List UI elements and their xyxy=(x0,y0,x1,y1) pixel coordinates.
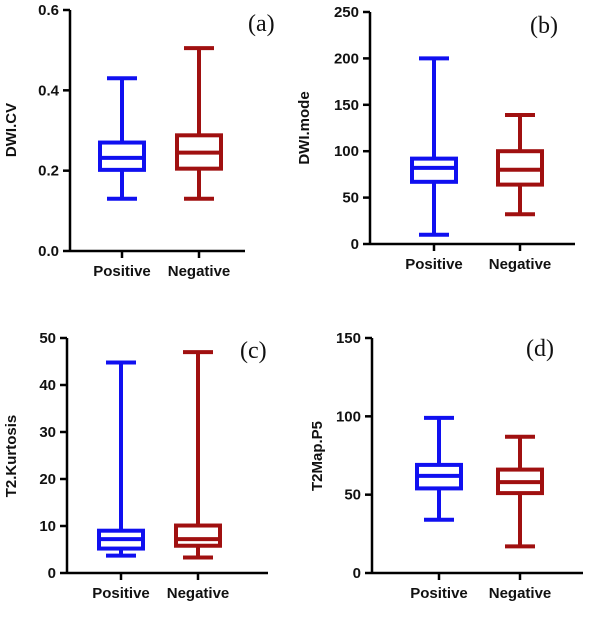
chart-panel-a: 0.0 0.2 0.4 0.6 Positive Negative DWI.CV (a) xyxy=(3,2,275,280)
y-tick-label: 20 xyxy=(39,471,56,488)
y-axis-title: T2Map.P5 xyxy=(309,421,326,491)
y-tick-label: 0 xyxy=(48,565,56,582)
x-category-label: Positive xyxy=(92,585,150,602)
panel-label: (d) xyxy=(526,336,554,362)
box-positive xyxy=(97,360,145,558)
x-category-label: Positive xyxy=(410,585,468,602)
box-positive xyxy=(415,415,463,522)
box-positive xyxy=(410,56,458,237)
box-negative xyxy=(496,113,544,217)
y-tick-label: 150 xyxy=(336,330,361,347)
y-tick-label: 100 xyxy=(336,408,361,425)
y-tick-label: 0.0 xyxy=(38,243,59,260)
y-tick-label: 150 xyxy=(334,97,359,114)
x-category-label: Positive xyxy=(93,263,151,280)
x-category-label: Negative xyxy=(489,585,552,602)
x-category-label: Negative xyxy=(168,263,231,280)
x-category-label: Negative xyxy=(167,585,230,602)
panel-label: (a) xyxy=(248,11,275,37)
x-category-label: Positive xyxy=(405,256,463,273)
iqr-box xyxy=(174,523,222,548)
y-tick-label: 50 xyxy=(342,190,359,207)
y-tick-label: 100 xyxy=(334,143,359,160)
box-negative xyxy=(496,434,544,549)
chart-panel-d: 0 50 100 150 Positive Negative T2Map.P5 (d) xyxy=(309,330,583,602)
iqr-box xyxy=(410,156,458,184)
y-tick-label: 10 xyxy=(39,518,56,535)
y-tick-label: 0.6 xyxy=(38,2,59,19)
y-axis-title: T2.Kurtosis xyxy=(3,415,20,498)
box-positive xyxy=(98,76,146,201)
y-tick-label: 40 xyxy=(39,377,56,394)
y-axis-title: DWI.CV xyxy=(3,103,20,157)
y-tick-label: 0.2 xyxy=(38,163,59,180)
chart-panel-b: 0 50 100 150 200 250 Positive Negative DWI.mode (… xyxy=(296,4,575,273)
box-negative xyxy=(175,46,223,201)
y-tick-label: 50 xyxy=(344,487,361,504)
y-tick-label: 0 xyxy=(353,565,361,582)
y-tick-label: 0 xyxy=(351,236,359,253)
panel-label: (c) xyxy=(240,338,267,364)
x-category-label: Negative xyxy=(489,256,552,273)
chart-panel-c: 0 10 20 30 40 50 Positive Negative T2.Kurtosis (c… xyxy=(3,330,268,602)
y-tick-label: 30 xyxy=(39,424,56,441)
y-tick-label: 200 xyxy=(334,50,359,67)
y-tick-label: 0.4 xyxy=(38,82,60,99)
y-tick-label: 250 xyxy=(334,4,359,21)
box-negative xyxy=(174,350,222,560)
y-axis-title: DWI.mode xyxy=(296,91,313,164)
y-tick-label: 50 xyxy=(39,330,56,347)
panel-label: (b) xyxy=(530,13,558,39)
